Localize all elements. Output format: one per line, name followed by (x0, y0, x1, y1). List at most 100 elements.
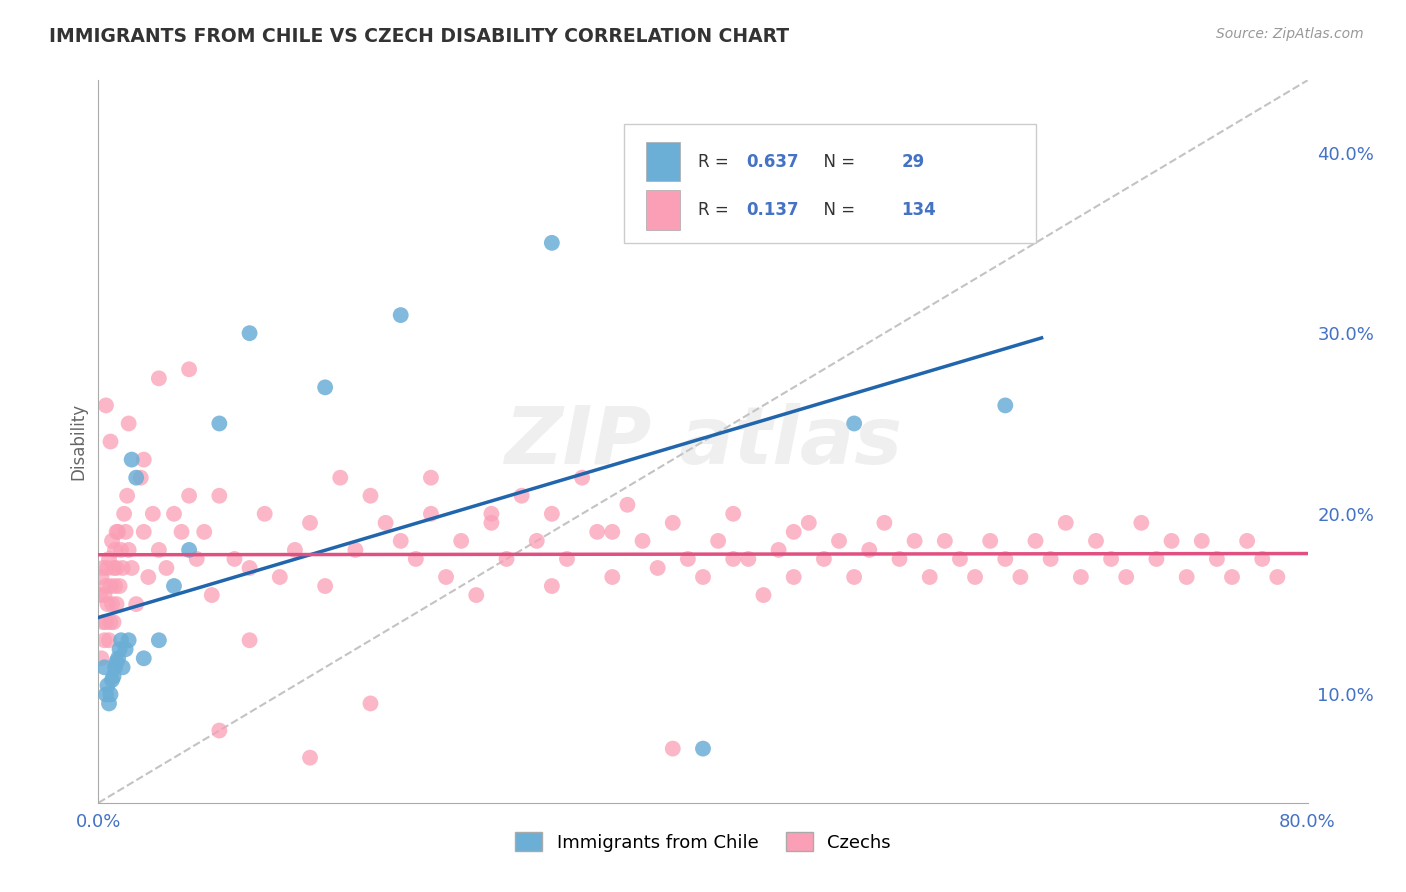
Point (1024, 533, 1046, 548)
Point (661, 741, 683, 756)
Text: 134: 134 (901, 201, 936, 219)
Point (602, 570, 624, 584)
Point (314, 380, 336, 394)
Point (186, 552, 208, 566)
Point (1251, 552, 1274, 566)
Point (93, 633, 115, 648)
Point (163, 579, 186, 593)
Text: 0.137: 0.137 (747, 201, 799, 219)
Point (125, 471, 148, 485)
Point (94, 398, 117, 412)
Point (1099, 552, 1122, 566)
Legend: Immigrants from Chile, Czechs: Immigrants from Chile, Czechs (508, 825, 898, 859)
Point (602, 524, 624, 539)
Point (586, 524, 609, 539)
Point (105, 597, 128, 611)
Point (555, 552, 578, 566)
Point (692, 741, 714, 756)
Point (208, 417, 231, 431)
Point (783, 570, 806, 584)
Point (105, 561, 128, 575)
Point (89, 588, 111, 602)
Point (111, 561, 134, 575)
Point (253, 507, 276, 521)
Point (96, 678, 118, 692)
Point (193, 524, 215, 539)
Point (540, 579, 562, 593)
Point (118, 417, 141, 431)
Point (1220, 570, 1243, 584)
Point (103, 669, 125, 683)
Point (93, 588, 115, 602)
Point (979, 533, 1001, 548)
Point (98, 633, 121, 648)
Y-axis label: Disability: Disability (69, 403, 87, 480)
Point (179, 362, 201, 376)
Point (163, 507, 186, 521)
Point (91, 615, 114, 630)
Point (1144, 552, 1167, 566)
Point (918, 570, 941, 584)
Point (148, 542, 170, 557)
Point (904, 533, 927, 548)
Point (148, 371, 170, 385)
Point (239, 326, 262, 341)
Point (101, 597, 124, 611)
Point (934, 533, 956, 548)
Point (420, 507, 443, 521)
Point (239, 561, 262, 575)
Point (481, 516, 503, 530)
Point (783, 524, 806, 539)
Point (94, 615, 117, 630)
Point (108, 642, 131, 657)
Point (965, 570, 987, 584)
Point (405, 552, 427, 566)
Point (132, 651, 155, 665)
Point (108, 579, 131, 593)
Point (179, 489, 201, 503)
Point (107, 651, 129, 665)
Point (692, 570, 714, 584)
Point (723, 507, 745, 521)
Point (114, 642, 136, 657)
Point (768, 542, 790, 557)
Point (994, 398, 1017, 412)
Point (107, 524, 129, 539)
Point (104, 660, 127, 674)
Point (269, 570, 291, 584)
Point (96, 561, 118, 575)
Point (103, 561, 125, 575)
Text: 0.637: 0.637 (747, 153, 799, 170)
FancyBboxPatch shape (624, 124, 1035, 243)
Point (121, 561, 143, 575)
Text: 29: 29 (901, 153, 925, 170)
Point (101, 673, 124, 687)
Point (389, 308, 412, 322)
Point (481, 507, 503, 521)
Point (100, 687, 122, 701)
Point (389, 533, 412, 548)
Point (90, 651, 112, 665)
Point (118, 542, 141, 557)
Point (434, 570, 457, 584)
Point (360, 697, 382, 711)
Point (949, 552, 972, 566)
Point (104, 579, 127, 593)
Text: ZIP atlas: ZIP atlas (503, 402, 903, 481)
Text: Source: ZipAtlas.com: Source: ZipAtlas.com (1216, 27, 1364, 41)
Point (844, 417, 866, 431)
Point (858, 542, 880, 557)
Point (136, 570, 159, 584)
Point (105, 524, 128, 539)
Point (571, 471, 593, 485)
Point (1070, 570, 1092, 584)
Point (1267, 570, 1289, 584)
Point (98, 697, 121, 711)
Point (132, 452, 155, 467)
Point (889, 552, 911, 566)
Point (616, 498, 638, 512)
Point (676, 552, 699, 566)
Point (104, 542, 127, 557)
Point (94, 687, 117, 701)
Point (844, 570, 866, 584)
